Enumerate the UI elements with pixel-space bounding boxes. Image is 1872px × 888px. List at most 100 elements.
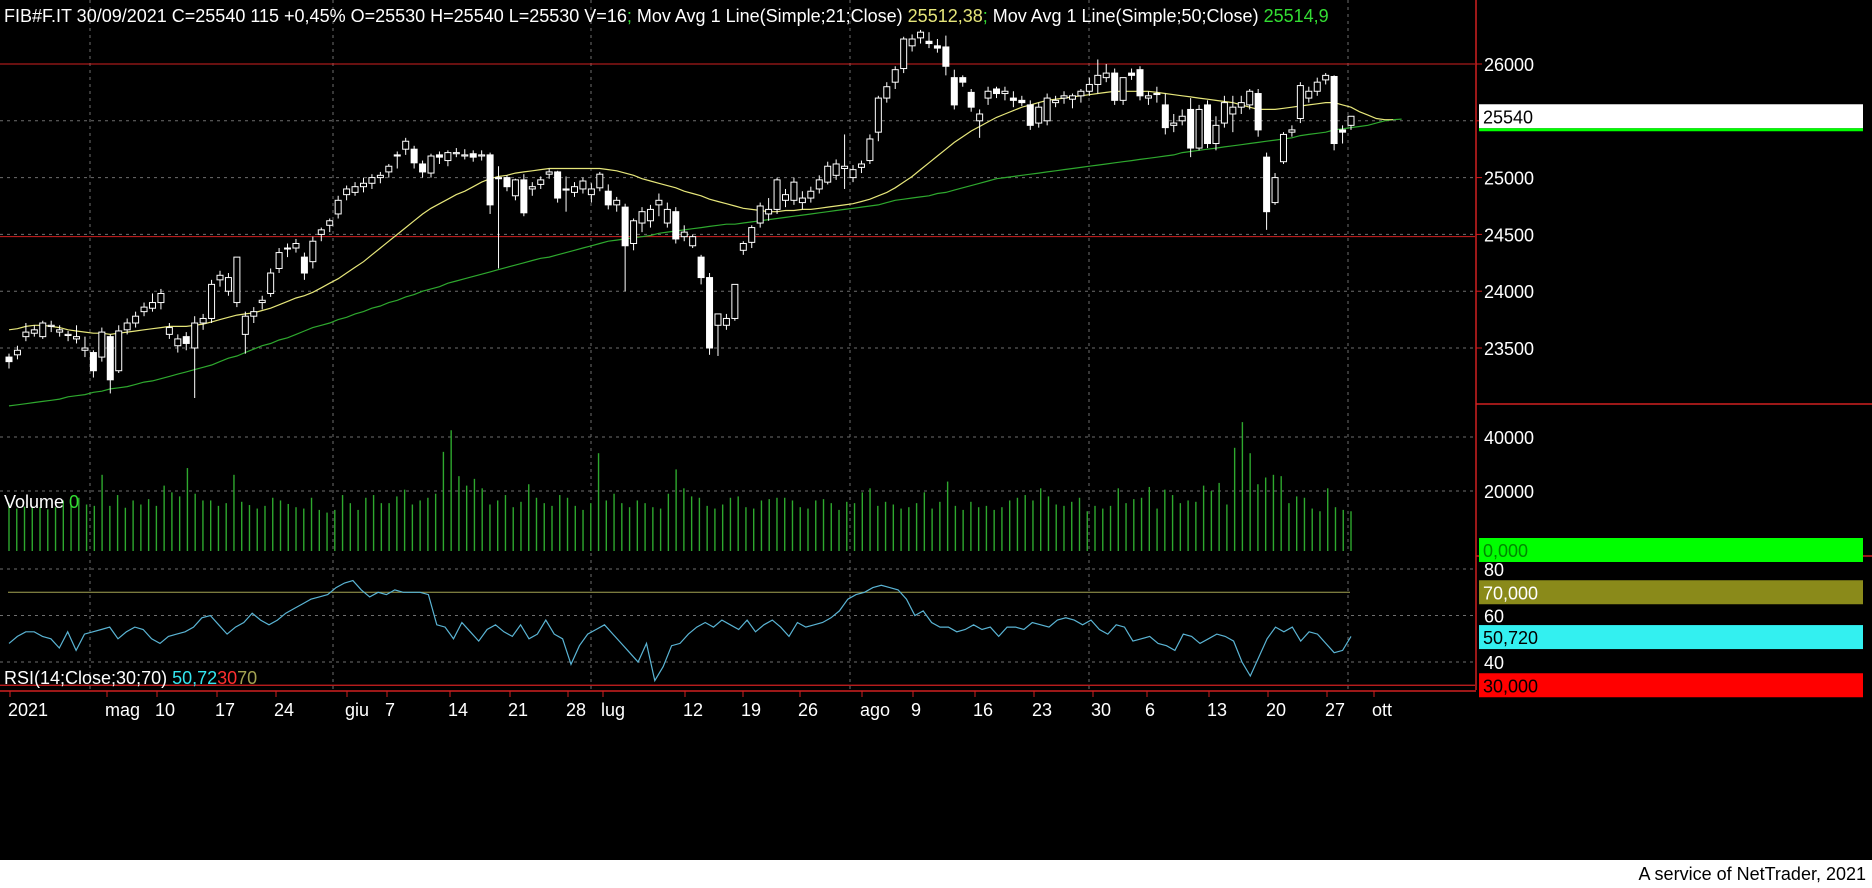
candle-body [908, 38, 916, 47]
x-tick-label: 24 [274, 700, 294, 720]
candle-body [359, 182, 367, 188]
candle-body [1271, 177, 1279, 204]
candle-body [174, 338, 182, 347]
candle-body [1085, 83, 1093, 92]
candle-body [1026, 104, 1034, 126]
candle-body [393, 154, 401, 157]
candle-body [824, 165, 832, 183]
price-red-lines [0, 63, 1475, 238]
x-tick-label: ott [1372, 700, 1392, 720]
x-tick-label: 14 [448, 700, 468, 720]
candle-body [351, 186, 359, 193]
candle-body [275, 252, 283, 269]
candle-body [13, 349, 21, 356]
candle-body [933, 45, 941, 49]
candle-body [208, 283, 216, 319]
candle-body [1187, 108, 1195, 149]
candle-body [5, 356, 13, 363]
candle-body [917, 31, 925, 39]
candle-body [39, 322, 47, 338]
candle-body [857, 163, 865, 168]
rsi-series [0, 579, 1475, 686]
x-tick-label: 13 [1207, 700, 1227, 720]
candle-body [427, 155, 435, 174]
candle-body [596, 173, 604, 189]
candle-body [604, 190, 612, 206]
candle-body [1068, 95, 1076, 100]
candle-body [984, 90, 992, 99]
x-tick-label: 7 [385, 700, 395, 720]
candle-body [98, 331, 106, 358]
candle-body [1119, 77, 1127, 101]
x-tick-label: 2021 [8, 700, 48, 720]
candle-body [900, 38, 908, 70]
x-tick-label: 17 [215, 700, 235, 720]
candle-body [106, 336, 114, 381]
rsi-tick-label: 40 [1484, 653, 1504, 673]
candle-body [579, 180, 587, 190]
rsi-header: RSI(14;Close;30;70) 50,723070 [4, 668, 257, 688]
candle-body [47, 324, 55, 327]
candle-body [1288, 129, 1296, 133]
candle-body [1144, 95, 1152, 99]
x-tick-label: 20 [1266, 700, 1286, 720]
candle-body [1237, 102, 1245, 108]
rsi-tag-label: 50,720 [1483, 628, 1538, 648]
candle-body [891, 69, 899, 83]
candle-body [115, 330, 123, 372]
rsi-value: 50,72 [172, 668, 218, 688]
candle-body [402, 140, 410, 150]
candle-body [1128, 72, 1136, 76]
candle-body [1246, 90, 1254, 106]
candle-body [959, 77, 967, 83]
candle-body [807, 190, 815, 199]
candle-body [250, 311, 258, 317]
x-tick-label: ago [860, 700, 890, 720]
candle-body [284, 247, 292, 250]
candle-body [199, 317, 207, 324]
candle-body [191, 322, 199, 349]
candle-body [444, 152, 452, 162]
candle-body [798, 197, 806, 204]
candle-body [1153, 93, 1161, 96]
candle-body [495, 177, 503, 180]
candle-body [630, 220, 638, 244]
volume-value: 0 [69, 492, 80, 512]
x-tick-label: 23 [1032, 700, 1052, 720]
candle-body [469, 153, 477, 158]
candle-body [165, 327, 173, 335]
footer-bar [0, 860, 1872, 888]
candle-body [950, 77, 958, 106]
candle-body [89, 352, 97, 372]
candle-body [1263, 156, 1271, 213]
candle-body [410, 148, 418, 164]
candle-body [832, 163, 840, 176]
candle-body [680, 231, 688, 238]
rsi-label: RSI(14;Close;30;70) [4, 668, 173, 688]
volume-tag-box [1479, 538, 1863, 562]
rsi-tick-label: 60 [1484, 607, 1504, 627]
ma50-line [8, 118, 1402, 407]
candle-body [993, 88, 1001, 95]
candle-body [343, 188, 351, 196]
candle-body [267, 272, 275, 294]
candle-body [1001, 90, 1009, 95]
candle-body [419, 163, 427, 173]
candle-body [942, 46, 950, 67]
header-separator: ; [626, 6, 632, 26]
candlestick-series [5, 29, 1355, 398]
candle-body [1313, 81, 1321, 92]
candle-body [376, 174, 384, 179]
candle-body [883, 86, 891, 99]
candle-body [621, 206, 629, 247]
x-tick-label: 30 [1091, 700, 1111, 720]
candle-body [132, 315, 140, 324]
rsi30-tag-box [1479, 673, 1863, 698]
candle-body [182, 336, 190, 344]
candle-body [976, 113, 984, 122]
candle-body [1136, 69, 1144, 97]
candle-body [1094, 74, 1102, 85]
candle-body [1229, 106, 1237, 115]
candle-body [385, 165, 393, 173]
x-tick-label: 27 [1325, 700, 1345, 720]
